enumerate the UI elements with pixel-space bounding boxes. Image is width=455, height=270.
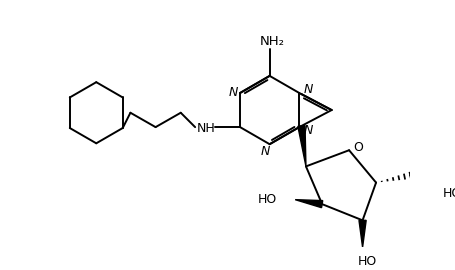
- Text: N: N: [303, 124, 313, 137]
- Text: N: N: [260, 145, 269, 158]
- Polygon shape: [297, 126, 305, 166]
- Polygon shape: [358, 220, 365, 247]
- Polygon shape: [294, 200, 322, 208]
- Text: HO: HO: [357, 255, 376, 268]
- Text: HO: HO: [442, 187, 455, 200]
- Text: N: N: [228, 86, 237, 99]
- Text: HO: HO: [258, 193, 277, 206]
- Text: N: N: [303, 83, 313, 96]
- Text: NH: NH: [196, 122, 215, 136]
- Text: NH₂: NH₂: [259, 35, 284, 48]
- Text: O: O: [352, 141, 362, 154]
